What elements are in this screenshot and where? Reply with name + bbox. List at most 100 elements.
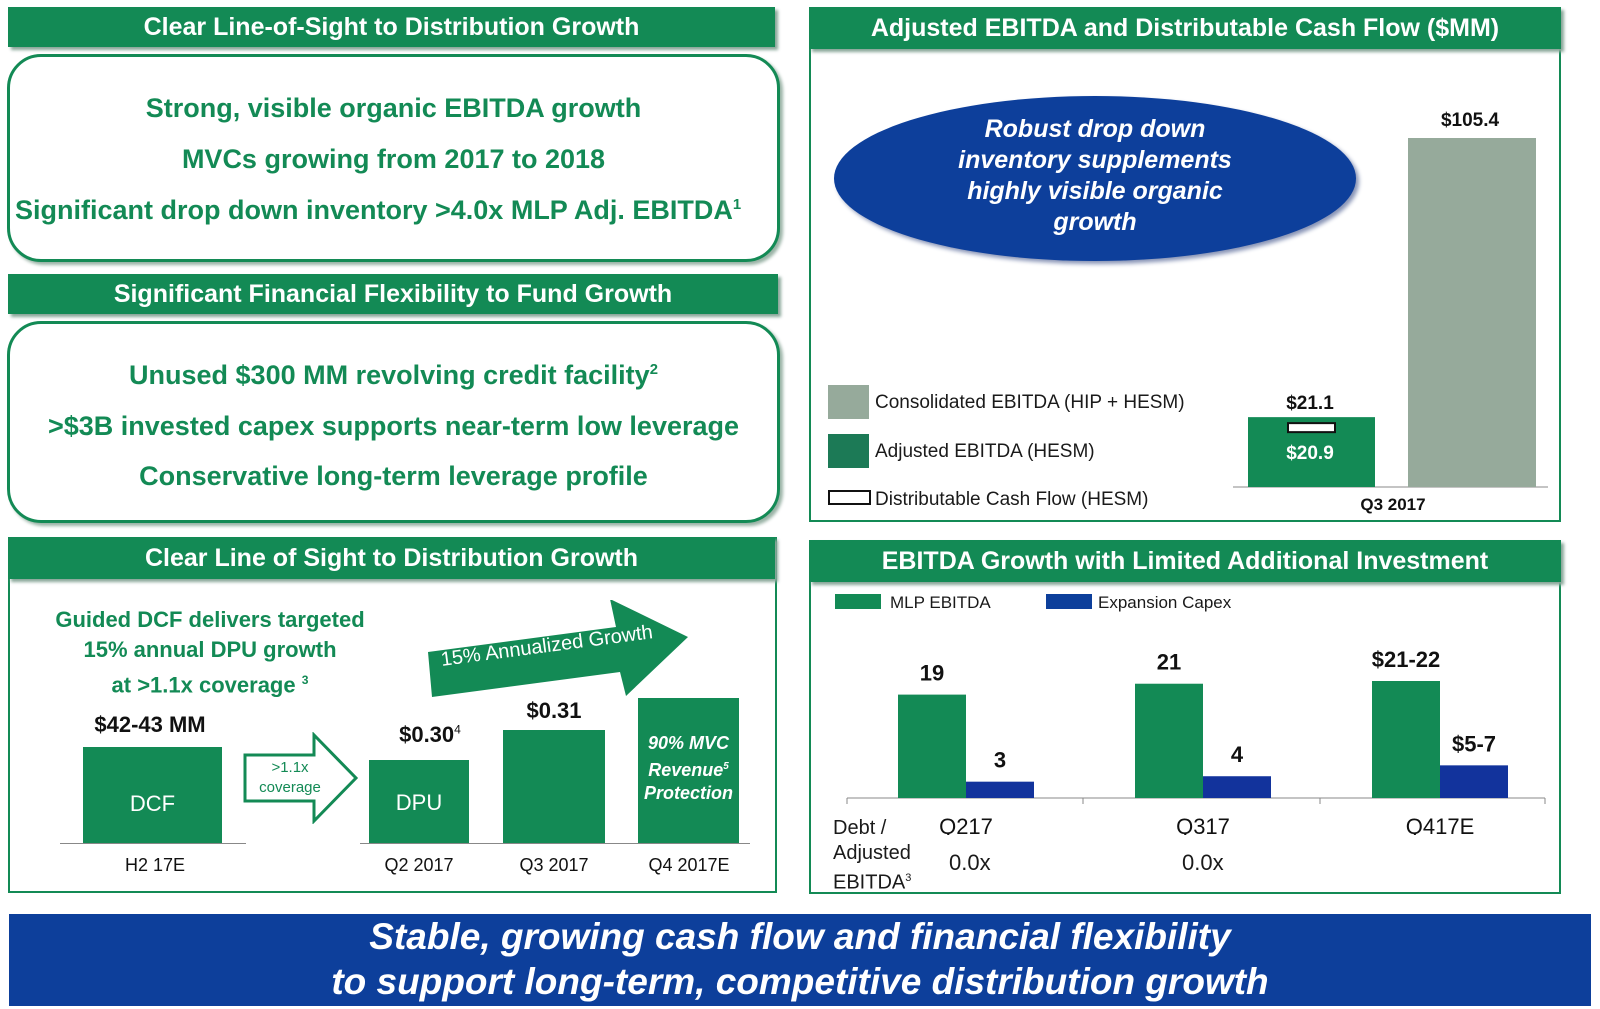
leverage-q317: 0.0x — [1182, 850, 1224, 875]
x-label-q2: Q2 2017 — [384, 855, 454, 875]
left-top-line3-sup: 1 — [732, 197, 742, 213]
row-label-sup: 3 — [905, 872, 912, 884]
bar-mlp-ebitda-q417e — [1372, 681, 1440, 798]
label-mlp-ebitda-q217: 19 — [920, 661, 944, 686]
left-mid-header-text: Significant Financial Flexibility to Fun… — [113, 279, 673, 308]
label-adjusted-ebitda: $21.1 — [1286, 393, 1334, 414]
x-label-q417e: Q417E — [1406, 814, 1475, 835]
legend-adjusted-swatch — [828, 434, 869, 468]
left-mid-line1-sup: 2 — [649, 362, 658, 378]
guided-line2: 15% annual DPU growth — [83, 637, 337, 662]
x-label-q317: Q317 — [1176, 814, 1230, 835]
left-mid-line1-text: Unused $300 MM revolving credit facility — [129, 360, 650, 390]
bar-expansion-capex-q317 — [1203, 776, 1271, 798]
right-top-header-text: Adjusted EBITDA and Distributable Cash F… — [870, 13, 1500, 42]
label-consolidated-ebitda: $105.4 — [1441, 110, 1500, 131]
dpu-q2-value-label: $0.304 — [370, 722, 490, 748]
left-mid-box: Unused $300 MM revolving credit facility… — [7, 321, 780, 523]
guided-line3-text: at >1.1x coverage — [111, 672, 296, 698]
left-top-line3-text: Significant drop down inventory >4.0x ML… — [15, 195, 733, 225]
bar-mlp-ebitda-q217 — [898, 694, 966, 798]
growth-chart: 19 3 Q217 21 4 Q317 $21-22 $5-7 Q417E — [846, 647, 1546, 835]
dpu-q3-value-label: $0.31 — [526, 698, 582, 723]
label-distributable-cash-flow: $20.9 — [1286, 443, 1334, 464]
label-mlp-ebitda-q317: 21 — [1157, 650, 1181, 675]
x-label-q4: Q4 2017E — [648, 855, 730, 875]
callout-line4: growth — [1053, 208, 1137, 236]
callout-line1: Robust drop down — [984, 115, 1206, 143]
banner-line1: Stable, growing cash flow and financial … — [369, 916, 1231, 957]
left-mid-line3: Conservative long-term leverage profile — [139, 461, 648, 491]
leverage-q217: 0.0x — [949, 850, 991, 875]
dcf-baseline — [60, 843, 246, 844]
legend-capex-swatch — [1046, 594, 1092, 609]
dcf-x-label: H2 17E — [124, 855, 186, 875]
row-label-line3-wrap: EBITDA3 — [833, 866, 911, 896]
mvc-line3: Protection — [643, 783, 733, 803]
bar-distributable-cash-flow — [1287, 422, 1336, 434]
row-label-line3: EBITDA — [833, 871, 906, 894]
mvc-sup: 5 — [723, 761, 729, 772]
right-bottom-header: EBITDA Growth with Limited Additional In… — [809, 540, 1561, 582]
dpu-q3-bar — [503, 730, 605, 843]
coverage-line2: coverage — [259, 779, 321, 796]
left-top-line3: Significant drop down inventory >4.0x ML… — [8, 195, 805, 226]
label-expansion-capex-q217: 3 — [994, 748, 1006, 773]
guided-line1: Guided DCF delivers targeted — [55, 607, 365, 632]
dcf-bar: DCF — [83, 747, 222, 843]
row-label: Debt / Adjusted EBITDA3 — [833, 816, 911, 896]
mvc-line1: 90% MVC — [647, 733, 730, 753]
label-mlp-ebitda-q417e: $21-22 — [1372, 647, 1441, 672]
label-expansion-capex-q317: 4 — [1231, 742, 1244, 767]
mvc-line2-wrap: Revenue5 — [638, 755, 739, 782]
legend-dcf-swatch — [828, 490, 871, 505]
right-bottom-header-text: EBITDA Growth with Limited Additional In… — [881, 546, 1489, 575]
left-mid-line2: >$3B invested capex supports near-term l… — [47, 411, 740, 441]
callout-ellipse — [834, 96, 1356, 261]
left-bottom-header-text: Clear Line of Sight to Distribution Grow… — [144, 543, 639, 572]
ebitda-chart-x-label: Q3 2017 — [1360, 495, 1425, 514]
bar-consolidated-ebitda — [1408, 138, 1536, 487]
guided-line3: at >1.1x coverage 3 — [20, 665, 400, 700]
label-expansion-capex-q417e: $5-7 — [1452, 731, 1496, 756]
bottom-banner: Stable, growing cash flow and financial … — [9, 914, 1591, 1006]
dpu-q2-bar: DPU — [369, 760, 469, 843]
mvc-bar: 90% MVC Revenue5 Protection — [638, 698, 739, 843]
ebitda-chart: $21.1 $20.9 $105.4 Q3 2017 — [1233, 110, 1548, 514]
legend-dcf-label: Distributable Cash Flow (HESM) — [875, 489, 1149, 510]
bar-mlp-ebitda-q317 — [1135, 683, 1203, 798]
left-top-box: Strong, visible organic EBITDA growth MV… — [7, 54, 780, 262]
row-label-line2: Adjusted — [833, 842, 911, 864]
mvc-line2: Revenue — [648, 760, 724, 780]
callout-line2: inventory supplements — [958, 146, 1232, 174]
legend-consolidated-swatch — [828, 385, 869, 419]
guided-text: Guided DCF delivers targeted 15% annual … — [20, 605, 400, 700]
left-top-line2: MVCs growing from 2017 to 2018 — [181, 144, 606, 174]
x-label-q217: Q217 — [939, 814, 993, 835]
coverage-text: >1.1x coverage — [248, 758, 332, 798]
guided-sup: 3 — [301, 673, 309, 687]
coverage-arrow-icon — [243, 732, 359, 824]
growth-arrow-icon — [428, 600, 688, 697]
left-bottom-header: Clear Line of Sight to Distribution Grow… — [8, 537, 775, 579]
row-label-line1: Debt / — [833, 817, 887, 839]
left-top-header: Clear Line-of-Sight to Distribution Grow… — [8, 7, 775, 47]
legend-mlp-swatch — [835, 594, 881, 609]
mvc-text: 90% MVC Revenue5 Protection — [638, 732, 739, 805]
dpu-q2-sup: 4 — [454, 722, 461, 737]
banner-line2: to support long-term, competitive distri… — [331, 961, 1269, 1002]
legend-consolidated-label: Consolidated EBITDA (HIP + HESM) — [875, 392, 1185, 413]
left-mid-header: Significant Financial Flexibility to Fun… — [8, 274, 778, 314]
callout-line3: highly visible organic — [967, 177, 1223, 205]
coverage-line1: >1.1x — [271, 759, 309, 776]
dcf-bar-label: DCF — [129, 791, 176, 816]
left-mid-line1: Unused $300 MM revolving credit facility… — [10, 360, 777, 391]
left-top-line1: Strong, visible organic EBITDA growth — [145, 93, 642, 123]
dcf-value-label: $42-43 MM — [94, 712, 206, 737]
legend-adjusted-label: Adjusted EBITDA (HESM) — [875, 441, 1095, 462]
callout-text: Robust drop down inventory supplements h… — [870, 114, 1320, 238]
x-label-q3: Q3 2017 — [519, 855, 589, 875]
legend-mlp-label: MLP EBITDA — [890, 593, 991, 612]
right-top-header: Adjusted EBITDA and Distributable Cash F… — [809, 7, 1561, 49]
dpu-bar-label: DPU — [395, 790, 443, 815]
